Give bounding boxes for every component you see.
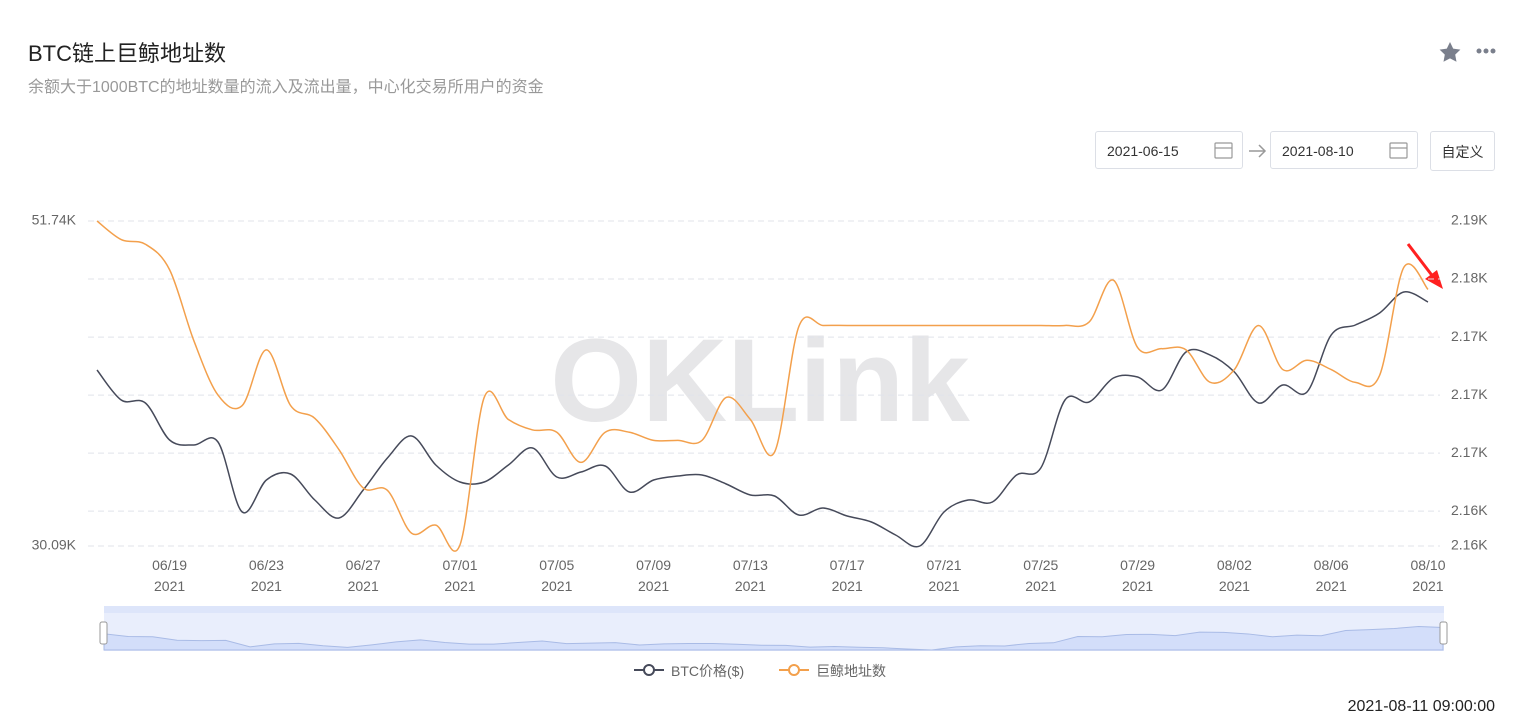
zoom-handle [1439,621,1448,645]
y2-tick-label: 2.17K [1451,386,1488,402]
star-icon[interactable] [1439,42,1461,62]
arrow-icon [1249,144,1267,158]
custom-button[interactable]: 自定义 [1430,131,1495,171]
x-tick-label: 07/17 2021 [829,557,865,594]
x-tick-label: 08/06 2021 [1313,557,1349,594]
end-date[interactable]: 2021-08-10 [1270,131,1418,169]
watermark: OKLink [550,315,970,447]
more-icon[interactable] [1476,48,1496,54]
legend-label: BTC价格($) [671,663,745,679]
x-tick-label: 08/10 2021 [1410,557,1446,594]
y-tick-label: 30.09K [32,537,77,553]
x-tick-label: 06/27 2021 [345,557,381,594]
y2-tick-label: 2.16K [1451,537,1488,553]
start-date[interactable]: 2021-06-15 [1095,131,1243,169]
x-tick-label: 06/19 2021 [152,557,188,594]
x-tick-label: 07/09 2021 [636,557,672,594]
x-tick-label: 07/01 2021 [442,557,478,594]
calendar-icon [1214,142,1408,159]
x-tick-label: 07/21 2021 [926,557,962,594]
y2-tick-label: 2.17K [1451,444,1488,460]
zoom-area [103,626,1444,651]
x-tick-label: 07/05 2021 [539,557,575,594]
y2-tick-label: 2.17K [1451,328,1488,344]
legend-label: 巨鲸地址数 [816,663,886,679]
subtitle: 余额大于1000BTC的地址数量的流入及流出量，中心化交易所用户的资金 [28,79,544,96]
y2-tick-label: 2.19K [1451,212,1488,228]
zoom-bar [104,606,1444,613]
legend-marker [788,664,800,676]
y-tick-label: 51.74K [32,212,77,228]
x-tick-label: 07/13 2021 [732,557,768,594]
x-tick-label: 07/29 2021 [1120,557,1156,594]
x-tick-label: 06/23 2021 [248,557,284,594]
x-tick-label: 07/25 2021 [1023,557,1059,594]
title: BTC链上巨鲸地址数 [28,41,227,66]
zoom-handle [99,621,108,645]
x-tick-label: 08/02 2021 [1216,557,1252,594]
y2-tick-label: 2.16K [1451,502,1488,518]
y2-tick-label: 2.18K [1451,270,1488,286]
series-line [96,291,1429,548]
timestamp: 2021-08-11 09:00:00 [1347,698,1495,715]
series-line [96,220,1429,552]
legend-marker [643,664,655,676]
